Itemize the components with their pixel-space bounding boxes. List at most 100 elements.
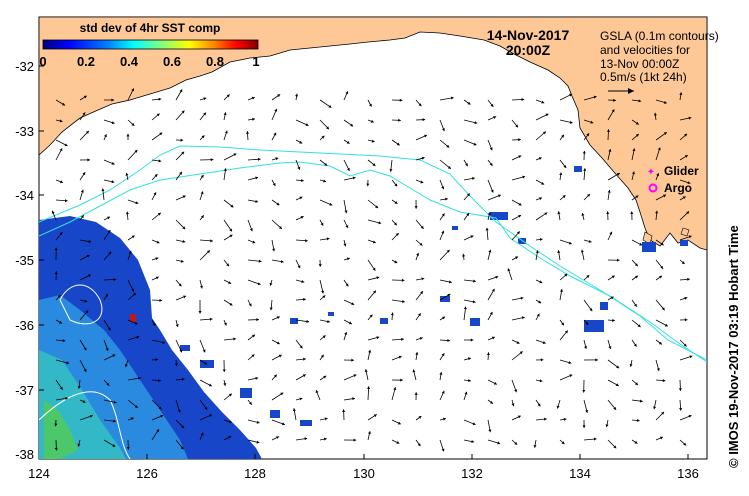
velocity-arrowhead: [299, 397, 303, 401]
velocity-arrowhead: [376, 336, 380, 340]
velocity-arrowhead: [394, 260, 398, 264]
velocity-arrowhead: [321, 135, 325, 139]
velocity-arrowhead: [519, 351, 523, 355]
velocity-arrowhead: [292, 408, 296, 412]
velocity-arrowhead: [223, 168, 227, 171]
velocity-arrowhead: [156, 240, 160, 244]
velocity-arrowhead: [372, 267, 376, 271]
velocity-arrowhead: [305, 239, 308, 243]
velocity-arrowhead: [446, 144, 450, 148]
velocity-arrowhead: [401, 337, 404, 341]
velocity-arrowhead: [364, 369, 368, 373]
velocity-arrowhead: [515, 124, 519, 128]
velocity-arrowhead: [89, 414, 93, 418]
velocity-arrowhead: [328, 104, 332, 108]
velocity-arrowhead: [106, 382, 110, 386]
velocity-arrowhead: [441, 353, 445, 357]
velocity-arrowhead: [350, 123, 354, 127]
velocity-arrowhead: [544, 212, 548, 216]
marker-legend: ✦ Glider Argo: [647, 164, 699, 195]
velocity-arrowhead: [257, 157, 261, 161]
velocity-arrowhead: [105, 293, 108, 297]
velocity-arrowhead: [684, 318, 688, 322]
velocity-arrowhead: [681, 261, 685, 264]
velocity-arrowhead: [608, 346, 612, 350]
velocity-arrowhead: [57, 294, 61, 298]
velocity-arrowhead: [343, 243, 347, 247]
velocity-arrowhead: [658, 341, 662, 345]
colorbar: std dev of 4hr SST comp 0 0.2 0.4 0.6 0.…: [39, 21, 259, 69]
velocity-arrowhead: [419, 337, 423, 340]
velocity-arrowhead: [351, 358, 354, 362]
velocity-arrowhead: [345, 91, 349, 95]
velocity-arrowhead: [66, 361, 70, 365]
velocity-arrowhead: [445, 197, 448, 201]
velocity-arrowhead: [372, 163, 376, 166]
velocity-arrowhead: [518, 138, 521, 142]
velocity-arrowhead: [228, 420, 232, 424]
velocity-arrowhead: [678, 388, 682, 391]
velocity-arrowhead: [80, 215, 84, 219]
velocity-arrowhead: [256, 440, 260, 444]
velocity-arrowhead: [414, 206, 418, 209]
velocity-arrowhead: [124, 364, 128, 367]
velocity-arrowhead: [412, 369, 416, 373]
velocity-arrowhead: [125, 172, 129, 176]
velocity-arrowhead: [662, 379, 666, 383]
velocity-arrowhead: [278, 226, 282, 229]
velocity-arrowhead: [441, 390, 445, 394]
velocity-arrowhead: [682, 196, 686, 200]
velocity-arrowhead: [233, 337, 236, 341]
velocity-arrowhead: [54, 447, 58, 451]
velocity-arrowhead: [77, 443, 81, 447]
velocity-arrowhead: [541, 100, 545, 104]
velocity-arrowhead: [607, 189, 611, 193]
velocity-arrowhead: [203, 112, 206, 116]
velocity-arrowhead: [367, 386, 371, 389]
velocity-arrowhead: [587, 193, 590, 197]
velocity-arrowhead: [344, 331, 348, 335]
velocity-arrowhead: [138, 376, 141, 380]
velocity-arrowhead: [180, 446, 184, 450]
velocity-arrowhead: [420, 180, 424, 184]
velocity-arrowhead: [252, 240, 256, 244]
velocity-arrowhead: [228, 436, 232, 439]
velocity-arrowhead: [228, 281, 232, 284]
velocity-arrowhead: [301, 178, 304, 183]
velocity-arrowhead: [488, 249, 492, 253]
velocity-arrowhead: [487, 212, 491, 216]
velocity-arrowhead: [112, 444, 116, 447]
velocity-arrowhead: [593, 95, 597, 99]
velocity-arrowhead: [248, 303, 252, 307]
velocity-arrowhead: [686, 211, 690, 215]
velocity-arrowhead: [158, 97, 162, 101]
velocity-arrowhead: [65, 396, 68, 401]
velocity-arrowhead: [447, 293, 451, 297]
velocity-arrowhead: [252, 117, 255, 121]
velocity-arrowhead: [569, 93, 573, 97]
velocity-arrowhead: [86, 254, 90, 258]
velocity-arrowhead: [202, 349, 206, 353]
velocity-arrowhead: [251, 354, 255, 358]
velocity-arrowhead: [466, 213, 470, 217]
velocity-arrowhead: [394, 183, 398, 187]
velocity-arrowhead: [174, 363, 178, 367]
velocity-arrowhead: [605, 424, 609, 428]
velocity-arrowhead: [447, 165, 451, 169]
velocity-arrowhead: [342, 409, 346, 412]
velocity-arrowhead: [639, 242, 643, 246]
velocity-arrowhead: [303, 357, 306, 361]
velocity-arrowhead: [59, 119, 63, 123]
velocity-arrowhead: [255, 176, 259, 180]
velocity-arrowhead: [611, 275, 615, 279]
velocity-arrowhead: [633, 343, 637, 347]
velocity-arrowhead: [226, 94, 230, 98]
velocity-arrowhead: [251, 96, 255, 100]
velocity-arrowhead: [368, 349, 372, 353]
velocity-arrowhead: [134, 321, 138, 325]
velocity-arrowhead: [635, 382, 639, 386]
velocity-arrowhead: [229, 302, 233, 306]
velocity-arrowhead: [399, 98, 403, 102]
velocity-arrowhead: [636, 418, 640, 422]
velocity-arrowhead: [595, 358, 598, 362]
